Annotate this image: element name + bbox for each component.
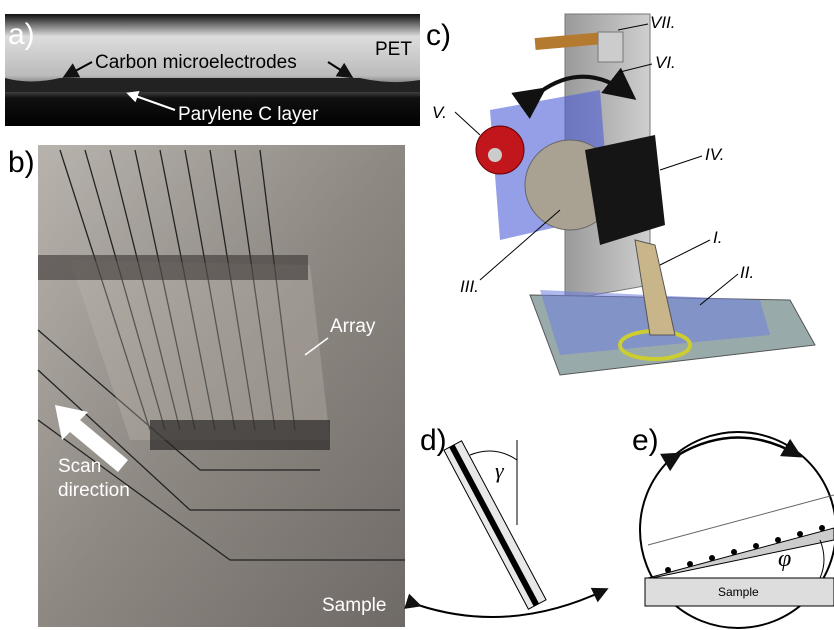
panel-d: d) γ (418, 424, 605, 617)
label: Array (330, 316, 376, 337)
panel-e: e) φ Sample (632, 424, 834, 628)
part-label: I. (713, 228, 722, 247)
angle-label: γ (495, 458, 505, 483)
part-label: VII. (650, 13, 676, 32)
label: Scan (58, 456, 101, 477)
panel-label: c) (426, 19, 451, 52)
label: Sample (322, 595, 386, 616)
panel-label: d) (420, 424, 447, 457)
label: PET (375, 39, 412, 60)
figure: a) PET Carbon microelectrodes Parylene C… (0, 0, 834, 630)
part-label: VI. (655, 53, 676, 72)
label: Carbon microelectrodes (95, 52, 297, 73)
panel-label: a) (8, 18, 35, 51)
panel-label: e) (632, 424, 659, 457)
panel-a: a) PET Carbon microelectrodes Parylene C… (5, 14, 420, 126)
label: Sample (718, 585, 759, 599)
panel-b: b) Array Scan direction Sample (5, 145, 405, 627)
layer-edge (5, 78, 420, 92)
part-label: III. (460, 277, 479, 296)
panel-c: c) VII. VI. V. IV. III. I. II. (426, 13, 815, 375)
panel-label: b) (8, 146, 35, 179)
label: Parylene C layer (178, 104, 319, 125)
label: direction (58, 480, 130, 501)
part-label: II. (740, 263, 754, 282)
angle-label: φ (778, 546, 791, 572)
part-label: V. (432, 103, 447, 122)
part-label: IV. (705, 145, 725, 164)
